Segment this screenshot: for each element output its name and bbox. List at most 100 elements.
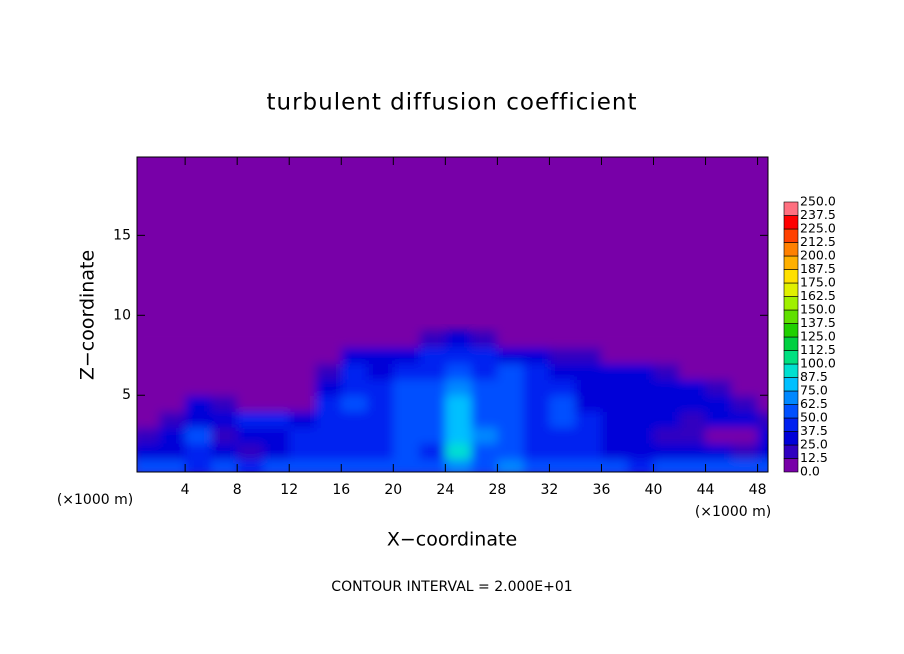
cell: [237, 331, 264, 348]
cell: [445, 331, 472, 348]
cell: [159, 459, 186, 472]
cell: [601, 411, 628, 428]
cell: [549, 395, 576, 412]
cell: [549, 331, 576, 348]
cell: [471, 411, 498, 428]
cell: [159, 395, 186, 412]
cell: [523, 443, 550, 460]
colorbar-swatch: [783, 242, 799, 257]
cell: [419, 395, 446, 412]
cell: [731, 347, 759, 364]
colorbar-swatch: [783, 350, 799, 365]
cell: [731, 395, 759, 412]
cell: [731, 443, 759, 460]
cell: [757, 363, 768, 380]
cells: [137, 331, 768, 472]
cell: [315, 411, 342, 428]
cell: [471, 427, 498, 444]
cell: [575, 459, 602, 472]
cell: [289, 331, 316, 348]
cell: [679, 427, 707, 444]
colorbar-label: 25.0: [800, 437, 828, 452]
cell: [263, 331, 290, 348]
y-unit: (×1000 m): [57, 492, 133, 508]
cell: [419, 379, 446, 396]
cell: [315, 395, 342, 412]
cell: [289, 347, 316, 364]
cell: [341, 443, 368, 460]
cell: [575, 443, 602, 460]
cell: [497, 331, 524, 348]
y-tick-label: 10: [113, 307, 131, 323]
cell: [393, 395, 420, 412]
cell: [627, 427, 655, 444]
colorbar-label: 37.5: [800, 423, 828, 438]
cell: [419, 459, 446, 472]
cell: [575, 411, 602, 428]
cell: [263, 379, 290, 396]
cell: [497, 411, 524, 428]
x-tick-label: 32: [541, 482, 559, 498]
cell: [159, 363, 186, 380]
cell: [289, 459, 316, 472]
cell: [393, 363, 420, 380]
plot-frame: [136, 156, 769, 473]
cell: [185, 347, 212, 364]
cell: [315, 379, 342, 396]
cell: [393, 379, 420, 396]
cell: [731, 411, 759, 428]
cell: [211, 331, 238, 348]
x-axis-label: X−coordinate: [387, 529, 517, 551]
cell: [419, 363, 446, 380]
colorbar-label: 150.0: [800, 302, 836, 317]
cell: [367, 363, 394, 380]
colorbar-label: 237.5: [800, 207, 836, 222]
x-tick-label: 28: [488, 482, 506, 498]
cell: [237, 379, 264, 396]
cell: [653, 363, 681, 380]
cell: [419, 427, 446, 444]
cell: [367, 443, 394, 460]
cell: [185, 411, 212, 428]
y-axis-label: Z−coordinate: [77, 250, 99, 380]
cell: [705, 395, 733, 412]
cell: [471, 395, 498, 412]
colorbar-swatch: [783, 417, 799, 432]
cell: [497, 347, 524, 364]
colorbar-swatch: [783, 404, 799, 419]
cell: [757, 347, 768, 364]
cell: [211, 363, 238, 380]
colorbar-swatch: [783, 444, 799, 459]
colorbar-label: 162.5: [800, 288, 836, 303]
cell: [341, 427, 368, 444]
colorbar-label: 0.0: [800, 464, 820, 479]
cell: [523, 331, 550, 348]
cell: [757, 395, 768, 412]
cell: [159, 427, 186, 444]
cell: [731, 363, 759, 380]
cell: [705, 459, 733, 472]
cell: [497, 395, 524, 412]
cell: [159, 347, 186, 364]
cell: [523, 411, 550, 428]
cell: [211, 443, 238, 460]
cell: [679, 347, 707, 364]
cell: [575, 363, 602, 380]
cell: [315, 459, 342, 472]
cell: [419, 411, 446, 428]
cell: [137, 411, 160, 428]
x-unit: (×1000 m): [695, 504, 771, 520]
cell: [549, 459, 576, 472]
cell: [237, 459, 264, 472]
cell: [341, 363, 368, 380]
cell: [705, 347, 733, 364]
colorbar-swatch: [783, 363, 799, 378]
cell: [419, 331, 446, 348]
cell: [471, 347, 498, 364]
cell: [679, 363, 707, 380]
cell: [137, 363, 160, 380]
cell: [393, 427, 420, 444]
cell: [289, 427, 316, 444]
cell: [289, 395, 316, 412]
cell: [445, 347, 472, 364]
